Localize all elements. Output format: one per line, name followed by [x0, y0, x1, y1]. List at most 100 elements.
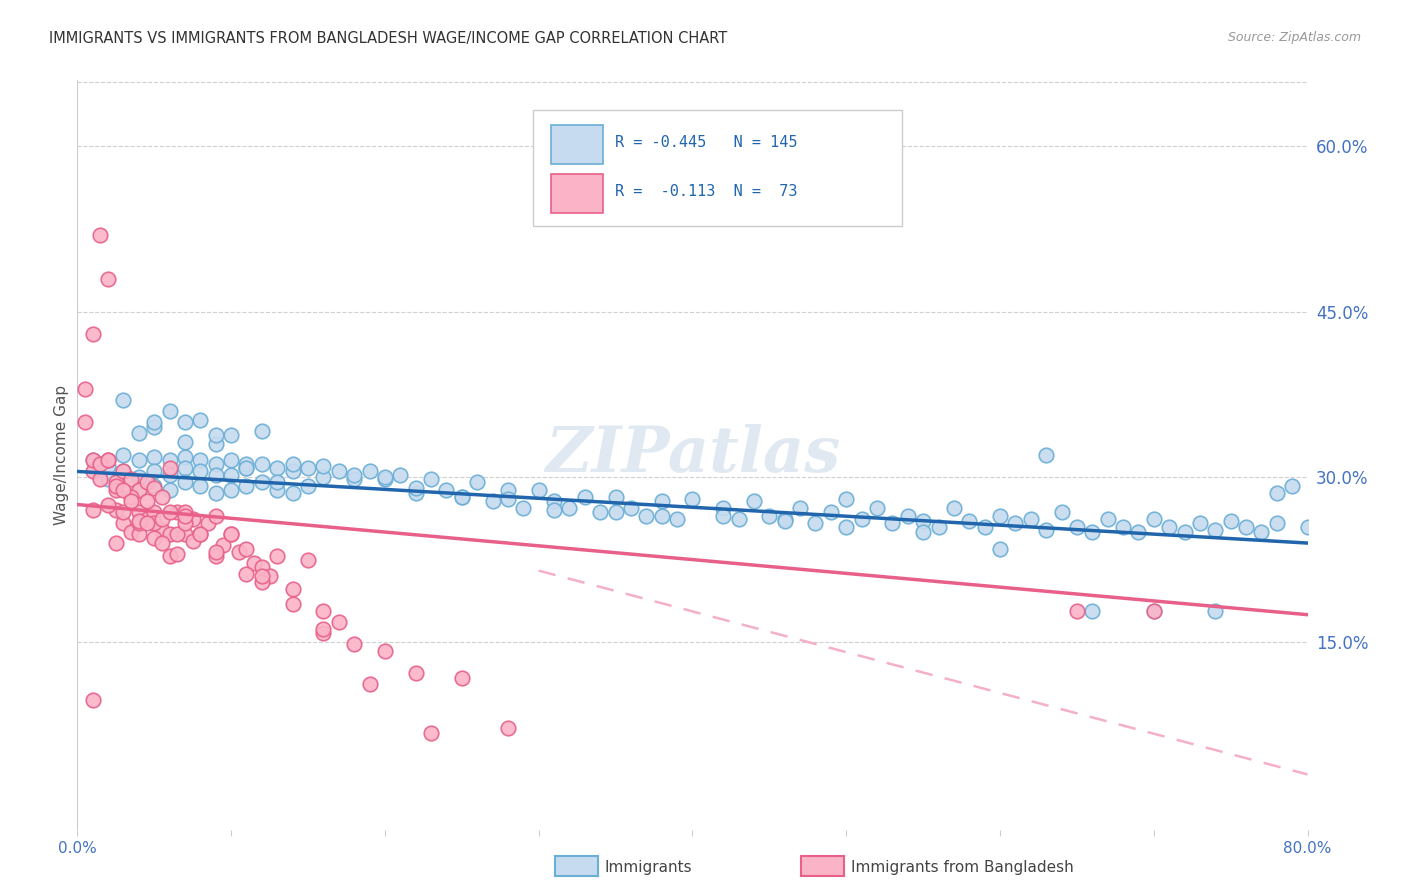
Point [1281, 479, 1303, 493]
Point [297, 552, 319, 566]
Point [159, 483, 181, 498]
Point [605, 490, 627, 504]
Point [135, 494, 157, 508]
Point [143, 450, 166, 464]
Point [174, 516, 197, 531]
Point [328, 465, 350, 479]
Point [928, 519, 950, 533]
Point [436, 483, 458, 498]
Point [897, 508, 920, 523]
Point [1004, 516, 1026, 531]
Point [212, 538, 235, 552]
Point [188, 465, 212, 479]
Point [465, 475, 488, 490]
Point [312, 470, 335, 484]
Point [512, 500, 534, 515]
Point [1143, 512, 1166, 526]
Point [450, 671, 472, 685]
Point [143, 420, 166, 434]
Point [312, 458, 335, 473]
Point [159, 505, 181, 519]
Point [174, 475, 197, 490]
Point [112, 465, 135, 479]
Point [204, 508, 226, 523]
Point [1112, 519, 1135, 533]
Point [89, 227, 111, 242]
Point [174, 508, 197, 523]
Text: Source: ZipAtlas.com: Source: ZipAtlas.com [1227, 31, 1361, 45]
Point [651, 494, 673, 508]
Point [789, 500, 811, 515]
Point [1234, 519, 1257, 533]
Point [328, 615, 350, 630]
Text: Immigrants: Immigrants [605, 860, 692, 874]
Point [104, 536, 127, 550]
Point [235, 461, 257, 475]
Point [250, 574, 273, 589]
Point [882, 516, 904, 531]
Point [450, 490, 472, 504]
Point [250, 475, 273, 490]
Point [266, 549, 288, 564]
Point [1066, 519, 1088, 533]
Point [835, 519, 858, 533]
Point [558, 500, 581, 515]
Point [527, 483, 550, 498]
Point [1159, 519, 1181, 533]
Point [219, 527, 242, 541]
Point [97, 498, 120, 512]
Point [405, 486, 427, 500]
Point [228, 545, 250, 559]
Point [312, 622, 335, 636]
Point [281, 457, 304, 471]
Point [250, 424, 273, 438]
Point [135, 475, 157, 490]
Point [174, 415, 197, 429]
Point [973, 519, 995, 533]
Point [389, 467, 412, 482]
Point [112, 483, 135, 498]
Point [1066, 604, 1088, 618]
Point [128, 483, 150, 498]
Point [543, 494, 565, 508]
FancyBboxPatch shape [551, 125, 603, 164]
Point [281, 486, 304, 500]
Point [682, 491, 704, 506]
Point [605, 505, 627, 519]
Point [97, 453, 120, 467]
Point [219, 467, 242, 482]
Point [297, 479, 319, 493]
FancyBboxPatch shape [551, 174, 603, 213]
Point [120, 494, 142, 508]
Point [174, 505, 197, 519]
Point [1265, 486, 1288, 500]
Point [359, 465, 381, 479]
Point [188, 527, 212, 541]
Point [174, 527, 197, 541]
Point [204, 467, 226, 482]
Point [758, 508, 780, 523]
Point [97, 453, 120, 467]
Point [988, 508, 1011, 523]
Point [112, 516, 135, 531]
Point [143, 505, 166, 519]
Point [1204, 604, 1226, 618]
Point [496, 491, 519, 506]
Point [235, 457, 257, 471]
Point [912, 524, 935, 539]
Point [143, 531, 166, 545]
Point [112, 392, 135, 407]
Point [135, 512, 157, 526]
Text: ZIPatlas: ZIPatlas [546, 425, 839, 485]
Point [159, 461, 181, 475]
Point [405, 666, 427, 681]
Point [120, 472, 142, 486]
Point [82, 465, 104, 479]
Point [312, 626, 335, 640]
Point [711, 508, 734, 523]
Point [543, 503, 565, 517]
Point [942, 500, 965, 515]
Point [1128, 524, 1150, 539]
Point [104, 479, 127, 493]
Point [143, 465, 166, 479]
